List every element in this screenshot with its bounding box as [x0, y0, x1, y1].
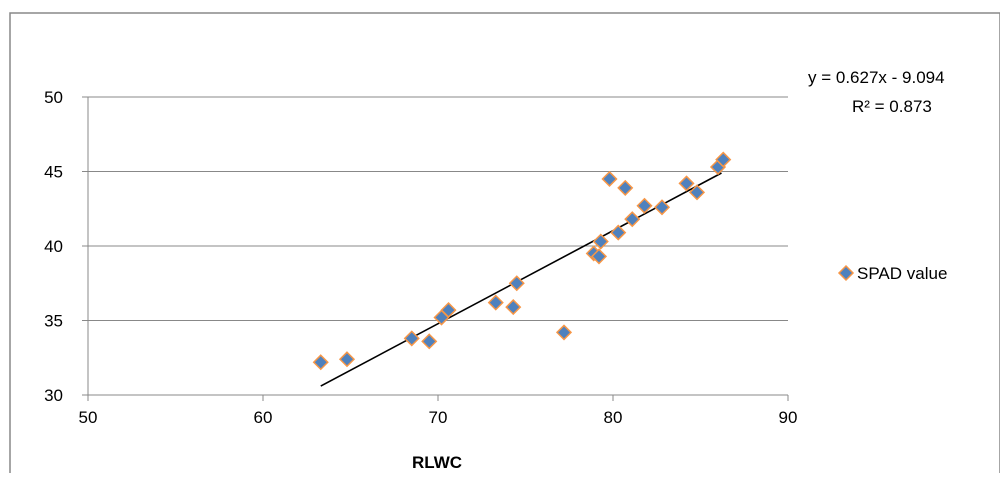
legend-marker — [837, 264, 855, 282]
y-tick-label: 40 — [44, 237, 63, 256]
data-point — [555, 324, 573, 341]
x-axis-label: RLWC — [412, 453, 462, 472]
trendline-equation: y = 0.627x - 9.094 — [808, 68, 945, 87]
data-point — [590, 248, 608, 265]
y-tick-label: 30 — [44, 386, 63, 405]
data-point — [653, 199, 671, 216]
data-point — [421, 333, 438, 350]
y-tick-label: 50 — [44, 88, 63, 107]
x-tick-label: 50 — [79, 408, 98, 427]
trendline-group — [320, 172, 722, 387]
y-tick-label: 45 — [44, 163, 63, 182]
data-point — [592, 233, 609, 250]
x-tick-label: 70 — [429, 408, 448, 427]
data-point — [617, 179, 634, 196]
axes — [82, 96, 789, 401]
tick-labels: 30 35 40 45 50 50 60 70 80 90 — [44, 88, 797, 427]
data-point — [715, 151, 732, 168]
x-tick-label: 60 — [254, 408, 273, 427]
legend: SPAD value — [837, 264, 947, 283]
x-tick-label: 80 — [604, 408, 623, 427]
data-point — [610, 224, 627, 241]
x-tick-label: 90 — [779, 408, 798, 427]
data-point — [601, 170, 618, 188]
data-points — [312, 151, 732, 371]
data-point — [487, 294, 504, 311]
trendline — [320, 172, 722, 387]
data-point — [440, 302, 457, 319]
legend-label: SPAD value — [857, 264, 947, 283]
data-point — [403, 330, 420, 347]
data-point — [624, 211, 641, 228]
y-tick-label: 35 — [44, 312, 63, 331]
data-point — [678, 175, 695, 192]
data-point — [338, 351, 356, 368]
data-point — [508, 275, 525, 292]
data-point — [688, 184, 706, 201]
r-squared-label: R² = 0.873 — [852, 97, 932, 116]
data-point — [312, 354, 329, 371]
data-point — [636, 197, 653, 214]
data-point — [505, 299, 522, 316]
